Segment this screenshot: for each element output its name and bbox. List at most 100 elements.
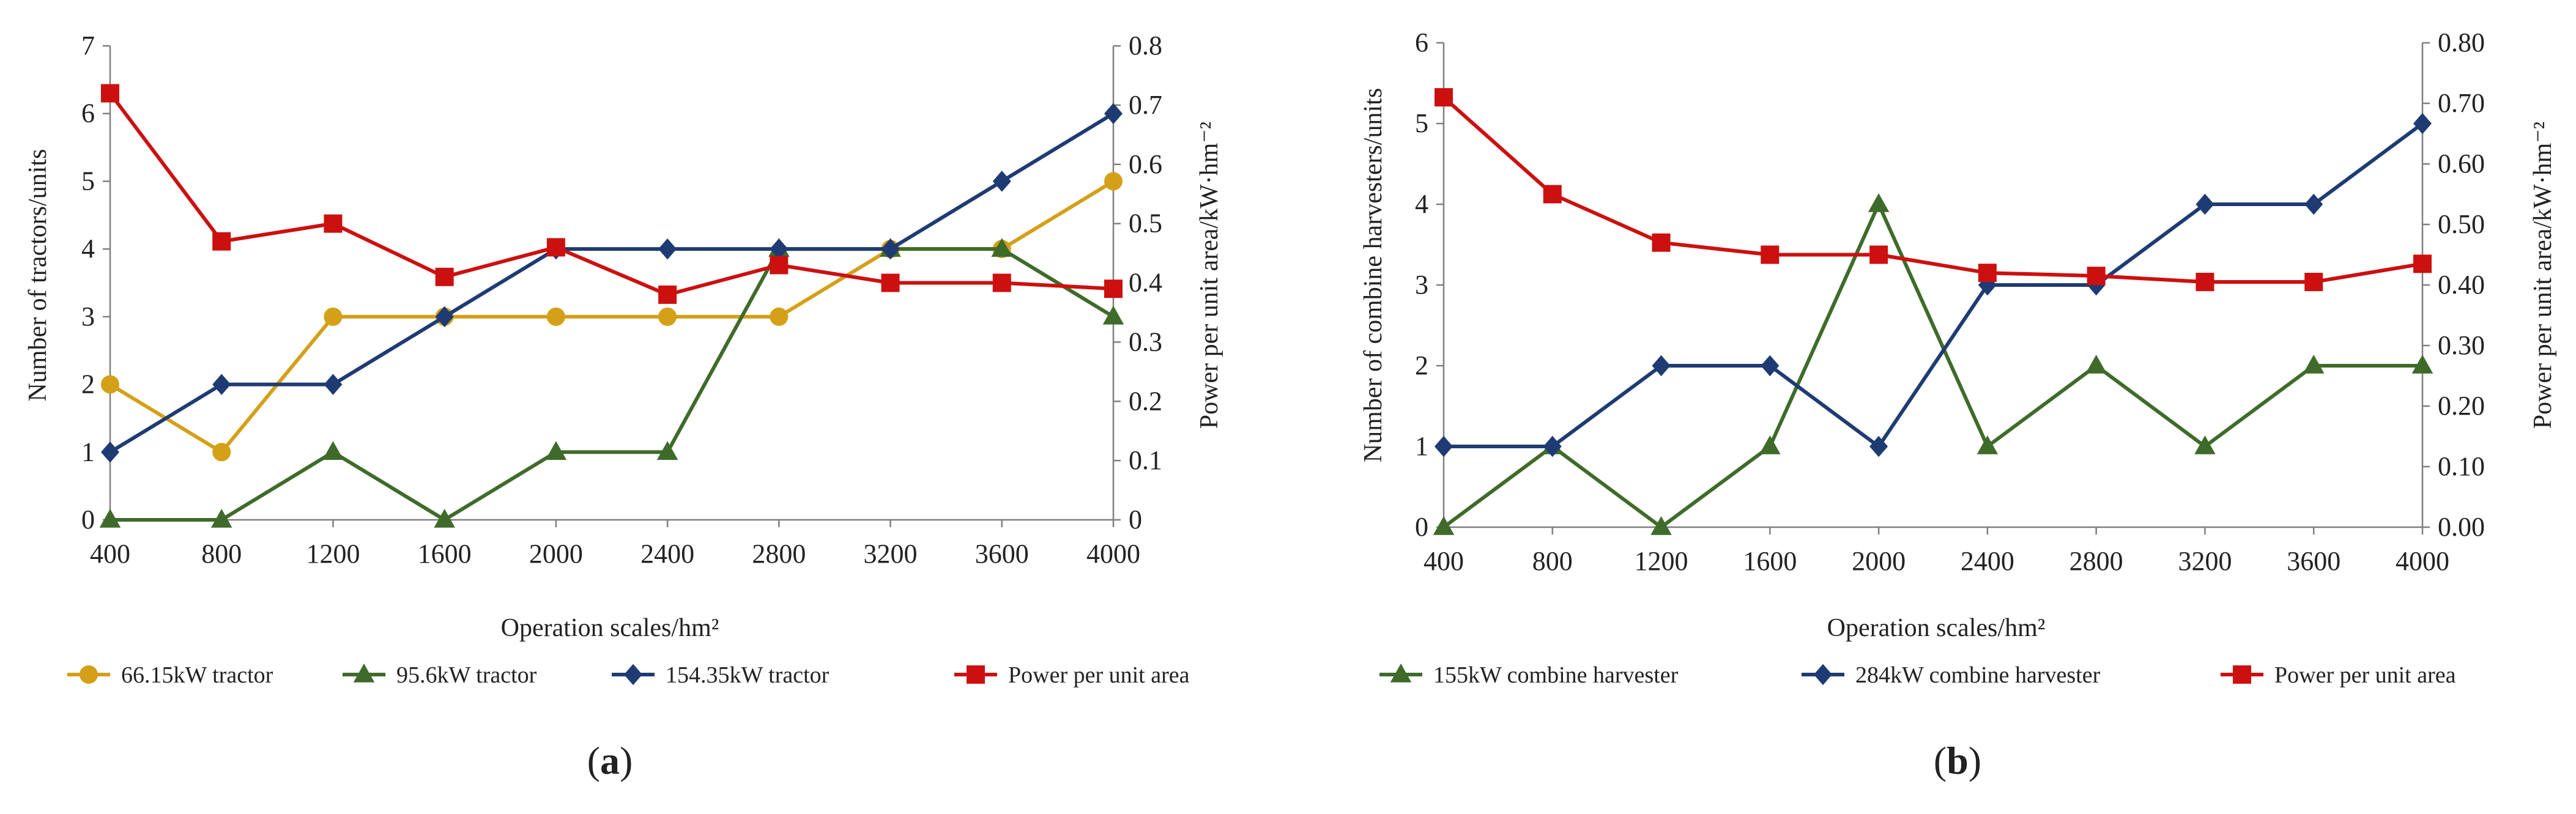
panel-b-x-tick-label: 400 xyxy=(1423,546,1464,576)
panel-b-point-155kw-combine-harvester xyxy=(1759,435,1781,454)
panel-b-legend-label: 155kW combine harvester xyxy=(1433,662,1679,688)
panel-a-point-power-per-unit-area xyxy=(546,238,565,257)
panel-b-point-284kw-combine-harvester xyxy=(1543,435,1562,457)
panel-b-right-tick-label: 0.70 xyxy=(2438,88,2485,118)
panel-a-right-tick-label: 0.8 xyxy=(1129,31,1162,61)
panel-b-x-tick-label: 4000 xyxy=(2396,546,2449,576)
panel-b-point-284kw-combine-harvester xyxy=(2413,113,2432,135)
panel-a-point-power-per-unit-area xyxy=(658,285,677,304)
panel-b-right-tick-label: 0.00 xyxy=(2438,512,2485,542)
panel-a-point-154-35kw-tractor xyxy=(212,374,231,395)
panel-b-right-tick-label: 0.30 xyxy=(2438,330,2485,360)
panel-b-ylabel-left: Number of combine harvesters/units xyxy=(1359,88,1387,462)
panel-b-point-155kw-combine-harvester xyxy=(1650,516,1672,535)
panel-a-point-154-35kw-tractor xyxy=(435,306,454,328)
panel-b-point-power-per-unit-area xyxy=(1978,264,1997,283)
panel-a-right-tick-label: 0.6 xyxy=(1129,149,1162,179)
panel-a-series-line-95-6kw-tractor xyxy=(110,247,1115,522)
panel-a-point-power-per-unit-area xyxy=(101,84,119,103)
panel-a-legend-marker xyxy=(624,664,642,686)
panel-a-point-66-15kw-tractor xyxy=(658,307,677,326)
panel-b-point-155kw-combine-harvester xyxy=(2194,435,2216,454)
panel-b-x-tick-label: 2800 xyxy=(2069,546,2123,576)
panel-a-x-tick-label: 4000 xyxy=(1086,539,1140,569)
panel-a-left-tick-label: 5 xyxy=(81,166,95,196)
panel-a-series-line-66-15kw-tractor xyxy=(109,179,1115,454)
panel-a-x-tick-label: 2000 xyxy=(529,539,583,569)
panel-a-point-154-35kw-tractor xyxy=(324,374,343,395)
panel-b-point-155kw-combine-harvester xyxy=(2303,355,2325,374)
panel-b: 0 1 2 3 4 5 6 0.00 0.10 0.20 0.30 0.40 0.50 0.60 0.70 0… xyxy=(1359,28,2557,782)
panel-b-point-284kw-combine-harvester xyxy=(1761,355,1780,377)
panel-b-point-power-per-unit-area xyxy=(2304,273,2323,292)
panel-b-legend-label: 284kW combine harvester xyxy=(1855,662,2101,688)
panel-a-point-95-6kw-tractor xyxy=(322,441,344,461)
panel-a-legend-label: 95.6kW tractor xyxy=(396,662,537,688)
panel-a-point-power-per-unit-area xyxy=(324,214,343,233)
panel-b-x-tick-label: 1200 xyxy=(1635,546,1688,576)
panel-a-x-tick-label: 400 xyxy=(90,539,130,569)
panel-b-point-power-per-unit-area xyxy=(1543,185,1562,204)
panel-a-left-tick-label: 0 xyxy=(81,505,95,535)
panel-b-xlabel: Operation scales/hm² xyxy=(1827,614,2046,642)
panel-a-left-tick-label: 6 xyxy=(81,98,95,128)
panel-b-x-tick-label: 3200 xyxy=(2178,546,2232,576)
panel-b-x-tick-label: 2400 xyxy=(1961,546,2014,576)
panel-a-point-66-15kw-tractor xyxy=(101,375,119,394)
panel-b-series-line-155kw-combine-harvester xyxy=(1442,202,2422,529)
panel-b-legend-marker xyxy=(2233,665,2251,684)
panel-b-point-power-per-unit-area xyxy=(1652,233,1671,252)
panel-b-point-155kw-combine-harvester xyxy=(1977,435,1999,454)
panel-b-axes: 0 1 2 3 4 5 6 0.00 0.10 0.20 0.30 0.40 0.50 0.60 0.70 0… xyxy=(1415,28,2485,576)
panel-a-point-66-15kw-tractor xyxy=(1104,172,1123,191)
panel-a-x-tick-label: 2400 xyxy=(640,539,694,569)
panel-a-point-66-15kw-tractor xyxy=(212,443,231,462)
panel-a-point-66-15kw-tractor xyxy=(546,307,565,326)
panel-a-point-power-per-unit-area xyxy=(992,273,1011,292)
panel-b-right-tick-label: 0.40 xyxy=(2438,270,2485,300)
panel-a-x-tick-label: 1600 xyxy=(418,539,472,569)
panel-a-left-tick-label: 7 xyxy=(81,31,95,61)
panel-a-label: (a) xyxy=(587,739,633,782)
panel-b-right-tick-label: 0.50 xyxy=(2438,209,2485,239)
panel-b-point-284kw-combine-harvester xyxy=(1869,435,1888,457)
panel-a-left-tick-label: 1 xyxy=(81,437,95,467)
panel-b-series-line-power-per-unit-area xyxy=(1442,95,2423,284)
panel-a-series-line-power-per-unit-area xyxy=(108,92,1114,297)
panel-a-series-line-154-35kw-tractor xyxy=(109,112,1115,454)
panel-b-x-tick-label: 3600 xyxy=(2287,546,2340,576)
panel-a-series xyxy=(99,84,1124,528)
panel-b-ylabel-right: Power per unit area/kW·hm⁻² xyxy=(2529,122,2557,429)
panel-a-legend-marker xyxy=(353,664,375,683)
panel-b-left-tick-label: 5 xyxy=(1415,108,1428,138)
panel-b-point-284kw-combine-harvester xyxy=(1652,355,1671,377)
panel-b-left-tick-label: 1 xyxy=(1415,431,1428,461)
panel-a-legend-label: 66.15kW tractor xyxy=(121,662,273,688)
panel-b-point-power-per-unit-area xyxy=(2196,273,2214,292)
panel-b-point-power-per-unit-area xyxy=(1761,245,1780,264)
panel-a-legend-marker xyxy=(80,665,98,684)
panel-a-right-tick-label: 0.2 xyxy=(1129,386,1162,416)
panel-a-right-tick-label: 0.3 xyxy=(1129,327,1162,357)
panel-b-x-tick-label: 2000 xyxy=(1852,546,1906,576)
panel-a-point-95-6kw-tractor xyxy=(991,238,1013,257)
panel-b-left-tick-label: 0 xyxy=(1415,512,1428,542)
panel-a-left-tick-label: 2 xyxy=(81,369,95,399)
panel-b-right-tick-label: 0.10 xyxy=(2438,451,2485,481)
panel-a-point-95-6kw-tractor xyxy=(210,509,232,528)
panel-b-point-power-per-unit-area xyxy=(1435,88,1453,107)
panel-a-point-95-6kw-tractor xyxy=(434,509,455,528)
panel-a-point-power-per-unit-area xyxy=(212,232,231,251)
panel-a-point-95-6kw-tractor xyxy=(545,441,567,461)
panel-a-left-tick-label: 3 xyxy=(81,302,95,331)
panel-b-point-power-per-unit-area xyxy=(1869,245,1888,264)
panel-b-point-155kw-combine-harvester xyxy=(1433,516,1455,535)
panel-b-point-power-per-unit-area xyxy=(2413,254,2432,273)
panel-a-point-154-35kw-tractor xyxy=(881,238,900,260)
panel-a-point-power-per-unit-area xyxy=(881,273,900,292)
panel-a-right-tick-label: 0.1 xyxy=(1129,445,1162,475)
panel-a-point-95-6kw-tractor xyxy=(1102,305,1124,325)
panel-a-point-154-35kw-tractor xyxy=(1104,103,1123,124)
panel-a-legend-label: 154.35kW tractor xyxy=(666,662,830,688)
